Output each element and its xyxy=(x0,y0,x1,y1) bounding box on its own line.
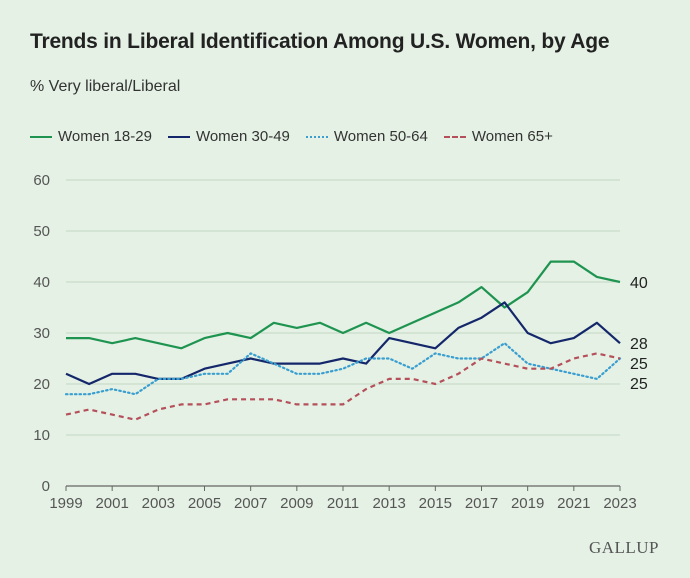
chart-title: Trends in Liberal Identification Among U… xyxy=(30,30,610,53)
legend-label-women-18-29: Women 18-29 xyxy=(58,128,152,145)
legend-item-women-65-plus: Women 65+ xyxy=(443,128,553,145)
end-label-women-65-plus: 25 xyxy=(630,376,648,393)
y-tick-label-10: 10 xyxy=(33,427,50,444)
y-tick-label-40: 40 xyxy=(33,274,50,291)
y-tick-label-60: 60 xyxy=(33,172,50,189)
x-tick-label-2011: 2011 xyxy=(327,495,359,512)
series-line-women-18-29 xyxy=(66,260,621,350)
x-tick-label-2021: 2021 xyxy=(557,495,590,512)
legend-item-women-50-64: Women 50-64 xyxy=(305,128,428,145)
x-tick-label-2017: 2017 xyxy=(465,495,498,512)
series-layer xyxy=(64,260,622,421)
y-tick-label-20: 20 xyxy=(33,376,50,393)
legend-item-women-30-49: Women 30-49 xyxy=(167,128,290,145)
x-tick-label-2007: 2007 xyxy=(234,495,267,512)
x-tick-label-2015: 2015 xyxy=(419,495,452,512)
x-tick-label-2013: 2013 xyxy=(372,495,405,512)
grid-layer xyxy=(66,179,620,436)
legend-item-women-18-29: Women 18-29 xyxy=(30,128,152,145)
y-tick-label-0: 0 xyxy=(42,478,50,495)
series-line-women-65-plus xyxy=(65,352,621,421)
x-tick-label-2001: 2001 xyxy=(95,495,128,512)
series-line-women-50-64 xyxy=(64,342,622,396)
axis-layer: 0 10 20 30 40 50 60 1999 2001 2003 2005 2007 2009 201… xyxy=(33,172,636,512)
legend-label-women-65-plus: Women 65+ xyxy=(471,128,553,145)
legend-label-women-30-49: Women 30-49 xyxy=(195,128,290,145)
end-label-women-30-49: 28 xyxy=(630,336,648,353)
legend-swatch-women-18-29 xyxy=(30,135,52,138)
chart-legend: Women 18-29 Women 30-49 Women 50-64 Wome… xyxy=(30,128,569,145)
x-tick-label-2023: 2023 xyxy=(603,495,636,512)
end-label-women-18-29: 40 xyxy=(630,275,648,292)
x-tick-label-2019: 2019 xyxy=(511,495,544,512)
chart-subtitle: % Very liberal/Liberal xyxy=(30,78,181,95)
x-tick-label-1999: 1999 xyxy=(49,495,82,512)
end-label-layer: 40 28 25 25 xyxy=(630,275,648,393)
y-tick-label-50: 50 xyxy=(33,223,50,240)
gallup-logo: GALLUP xyxy=(588,538,659,557)
x-tick-label-2005: 2005 xyxy=(188,495,221,512)
legend-swatch-women-30-49 xyxy=(167,135,190,138)
legend-swatch-women-65-plus xyxy=(443,135,466,138)
end-label-women-50-64: 25 xyxy=(630,356,648,373)
x-tick-label-2009: 2009 xyxy=(280,495,313,512)
series-line-women-30-49 xyxy=(65,301,621,386)
legend-label-women-50-64: Women 50-64 xyxy=(333,128,428,145)
legend-swatch-women-50-64 xyxy=(305,135,328,138)
y-tick-label-30: 30 xyxy=(33,325,50,342)
x-tick-label-2003: 2003 xyxy=(142,495,175,512)
